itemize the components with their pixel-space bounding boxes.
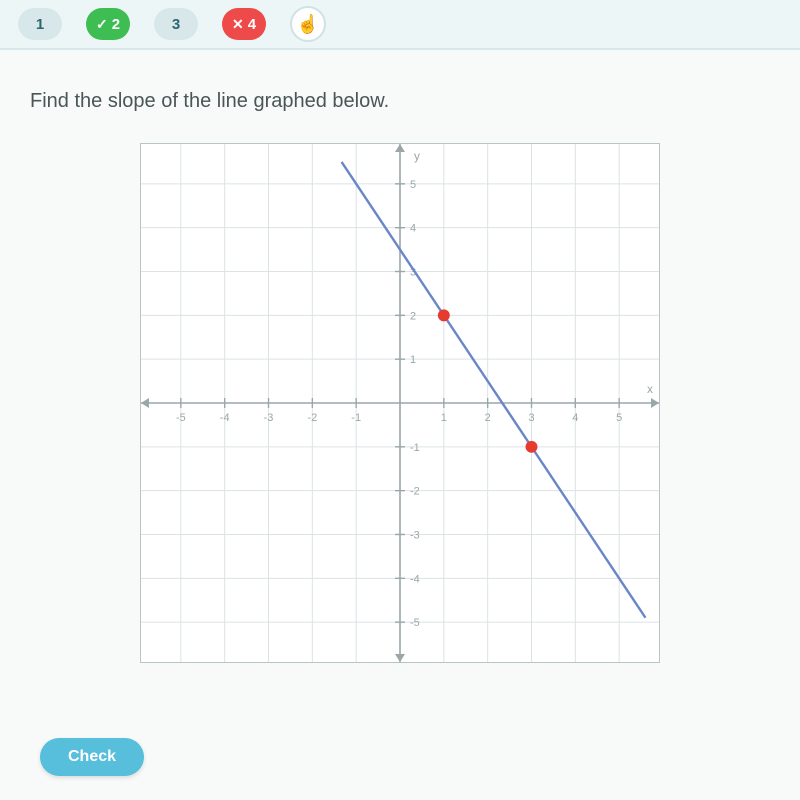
svg-text:5: 5 xyxy=(616,412,622,424)
progress-steps: 1 ✓2 3 ✕4 xyxy=(18,8,266,40)
svg-text:1: 1 xyxy=(441,412,447,424)
svg-text:4: 4 xyxy=(410,223,416,235)
step-label: 2 xyxy=(112,16,120,33)
svg-text:-5: -5 xyxy=(176,412,186,424)
check-icon: ✓ xyxy=(96,16,108,33)
graph-frame: -5-4-3-2-112345-5-4-3-2-112345yx xyxy=(140,143,660,663)
svg-text:2: 2 xyxy=(485,412,491,424)
progress-header: 1 ✓2 3 ✕4 ☝ xyxy=(0,0,800,50)
svg-text:x: x xyxy=(647,382,653,396)
step-pill-4[interactable]: ✕4 xyxy=(222,8,266,40)
svg-text:-1: -1 xyxy=(410,442,420,454)
svg-text:4: 4 xyxy=(572,412,578,424)
svg-text:1: 1 xyxy=(410,354,416,366)
x-icon: ✕ xyxy=(232,16,244,33)
svg-text:-4: -4 xyxy=(410,573,420,585)
step-label: 1 xyxy=(36,16,44,33)
svg-text:5: 5 xyxy=(410,179,416,191)
svg-text:-1: -1 xyxy=(351,412,361,424)
svg-text:-2: -2 xyxy=(307,412,317,424)
hand-icon-glyph: ☝ xyxy=(297,14,319,35)
graph-container: -5-4-3-2-112345-5-4-3-2-112345yx xyxy=(30,143,770,663)
step-label: 4 xyxy=(248,16,256,33)
svg-text:3: 3 xyxy=(528,412,534,424)
svg-text:-2: -2 xyxy=(410,486,420,498)
svg-text:-4: -4 xyxy=(220,412,230,424)
svg-text:-3: -3 xyxy=(410,529,420,541)
step-pill-3[interactable]: 3 xyxy=(154,8,198,40)
question-prompt: Find the slope of the line graphed below… xyxy=(30,90,770,113)
step-label: 3 xyxy=(172,16,180,33)
step-pill-1[interactable]: 1 xyxy=(18,8,62,40)
coordinate-graph: -5-4-3-2-112345-5-4-3-2-112345yx xyxy=(141,144,659,662)
check-button[interactable]: Check xyxy=(40,738,144,776)
svg-text:y: y xyxy=(414,149,420,163)
hand-icon[interactable]: ☝ xyxy=(290,6,326,42)
svg-text:-3: -3 xyxy=(264,412,274,424)
svg-text:2: 2 xyxy=(410,310,416,322)
step-pill-2[interactable]: ✓2 xyxy=(86,8,130,40)
content-area: Find the slope of the line graphed below… xyxy=(0,50,800,663)
svg-text:-5: -5 xyxy=(410,617,420,629)
footer: Check xyxy=(40,738,144,776)
